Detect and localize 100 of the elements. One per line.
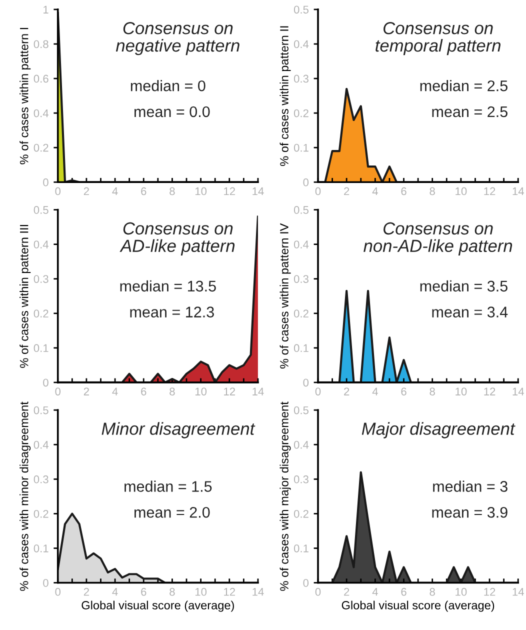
y-tick-label: 0.5 (34, 406, 48, 414)
y-tick-label: 0.1 (294, 344, 308, 352)
annotation: mean = 2.5 (432, 106, 508, 118)
x-tick-label: 12 (484, 588, 496, 596)
x-axis-title: Global visual score (average) (342, 600, 494, 612)
x-tick-label: 0 (55, 588, 61, 596)
annotation: median = 2.5 (420, 80, 508, 92)
x-tick-label: 2 (344, 588, 350, 596)
x-tick-label: 12 (224, 388, 236, 396)
annotation: median = 1.5 (124, 480, 212, 492)
y-tick-label: 0.5 (34, 206, 48, 214)
text: Major disagreement (362, 422, 516, 438)
x-tick-label: 14 (512, 588, 524, 596)
x-tick-label: 4 (372, 388, 378, 396)
x-tick-label: 10 (456, 588, 467, 596)
text: Consensus on AD-like pattern (120, 222, 235, 256)
y-tick-label: 0.3 (34, 475, 48, 484)
x-tick-label: 12 (484, 187, 496, 196)
x-tick-label: 14 (252, 388, 264, 396)
x-tick-label: 6 (401, 588, 406, 596)
y-tick-label: 0.5 (294, 6, 309, 14)
x-tick-label: 4 (112, 187, 118, 196)
y-tick-label: 0.8 (34, 40, 48, 48)
text: Consensus on temporal pattern (376, 22, 500, 56)
y-axis-title: % of cases within pattern III (20, 225, 31, 368)
x-tick-label: 8 (170, 388, 175, 396)
annotation: median = 0 (130, 80, 206, 92)
x-tick-label: 0 (55, 187, 61, 196)
x-axis-title: Global visual score (average) (82, 600, 234, 612)
x-tick-label: 10 (456, 187, 467, 196)
x-tick-label: 6 (401, 388, 406, 396)
y-tick-label: 1 (44, 6, 48, 14)
y-tick-label: 0.4 (294, 40, 309, 48)
x-tick-label: 12 (224, 187, 236, 196)
x-tick-label: 0 (315, 388, 321, 396)
y-tick-label: 0.4 (34, 440, 49, 449)
y-tick-label: 0 (43, 579, 48, 587)
x-tick-label: 6 (141, 388, 146, 396)
x-tick-label: 8 (430, 187, 435, 196)
y-tick-label: 0.4 (294, 440, 309, 449)
y-tick-label: 0.3 (34, 275, 48, 283)
y-tick-label: 0 (303, 178, 309, 186)
y-tick-label: 0 (43, 378, 48, 387)
annotation: mean = 3.4 (432, 306, 508, 318)
annotation: mean = 3.9 (432, 506, 508, 518)
x-tick-label: 4 (372, 588, 378, 596)
y-tick-label: 0 (303, 378, 309, 387)
x-tick-label: 8 (430, 388, 435, 396)
x-tick-label: 12 (224, 588, 236, 596)
y-tick-label: 0.2 (34, 144, 48, 152)
x-tick-label: 4 (112, 388, 118, 396)
y-tick-label: 0.2 (294, 310, 308, 318)
y-tick-label: 0.3 (294, 475, 308, 484)
text: Consensus on negative pattern (116, 22, 240, 56)
y-tick-label: 0.5 (294, 406, 309, 414)
x-tick-label: 2 (344, 187, 350, 196)
y-tick-label: 0.4 (34, 109, 49, 118)
x-tick-label: 8 (170, 588, 175, 596)
x-tick-label: 0 (315, 187, 321, 196)
x-tick-label: 6 (401, 187, 406, 196)
x-tick-label: 14 (252, 588, 264, 596)
y-tick-label: 0.2 (294, 510, 308, 518)
y-tick-label: 0.3 (294, 74, 308, 83)
annotation: median = 13.5 (120, 280, 216, 292)
y-axis-title: % of cases within pattern I (20, 28, 31, 164)
y-tick-label: 0.4 (294, 240, 309, 248)
x-tick-label: 10 (195, 588, 207, 596)
y-tick-label: 0.2 (34, 310, 48, 318)
y-axis-title: % of cases within pattern II (280, 26, 291, 166)
x-tick-label: 8 (170, 187, 175, 196)
text: Minor disagreement (102, 422, 256, 438)
x-tick-label: 14 (512, 187, 524, 196)
y-tick-label: 0.1 (294, 544, 308, 552)
text: Consensus on non-AD-like pattern (364, 222, 512, 256)
y-tick-label: 0.1 (294, 144, 308, 152)
x-tick-label: 6 (141, 187, 146, 196)
annotation: median = 3 (433, 480, 508, 492)
x-tick-label: 10 (195, 187, 207, 196)
x-tick-label: 4 (372, 187, 378, 196)
y-axis-title: % of cases with major disagreement (280, 402, 291, 591)
y-axis-title: % of cases with minor disagreement (20, 402, 31, 591)
y-tick-label: 0.1 (34, 344, 48, 352)
y-tick-label: 0 (43, 178, 48, 186)
x-tick-label: 14 (512, 388, 524, 396)
annotation: mean = 2.0 (134, 506, 210, 518)
x-tick-label: 12 (484, 388, 496, 396)
x-tick-label: 2 (84, 388, 89, 396)
y-tick-label: 0.4 (34, 240, 49, 248)
annotation: median = 3.5 (420, 280, 508, 292)
x-tick-label: 0 (55, 388, 61, 396)
y-tick-label: 0.5 (294, 206, 309, 214)
x-tick-label: 6 (141, 588, 146, 596)
x-tick-label: 2 (84, 588, 89, 596)
x-tick-label: 14 (252, 187, 264, 196)
x-tick-label: 8 (430, 588, 435, 596)
y-tick-label: 0.6 (34, 74, 48, 83)
annotation: mean = 0.0 (134, 106, 210, 118)
x-tick-label: 2 (84, 187, 89, 196)
x-tick-label: 10 (456, 388, 467, 396)
y-tick-label: 0 (303, 579, 309, 587)
